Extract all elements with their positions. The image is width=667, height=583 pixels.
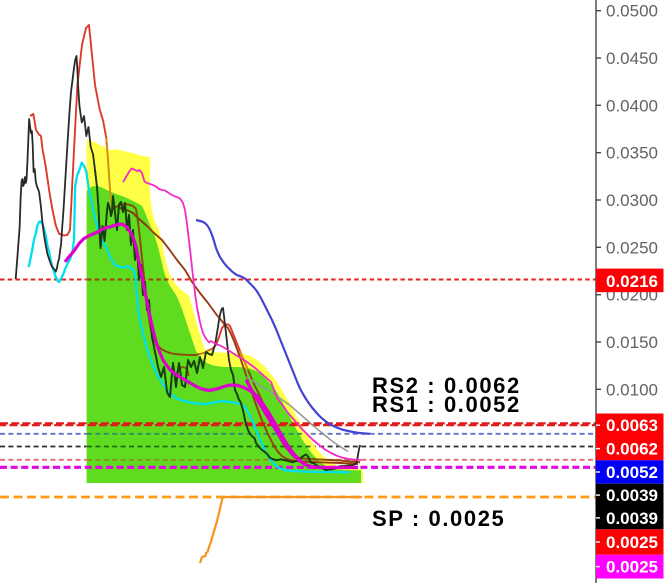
svg-text:0.0025: 0.0025 bbox=[606, 533, 658, 552]
svg-text:RS2 : 0.0062: RS2 : 0.0062 bbox=[372, 373, 521, 398]
svg-text:0.0300: 0.0300 bbox=[606, 191, 658, 210]
svg-text:0.0062: 0.0062 bbox=[606, 440, 658, 459]
svg-text:0.0250: 0.0250 bbox=[606, 238, 658, 257]
svg-text:0.0350: 0.0350 bbox=[606, 144, 658, 163]
svg-text:0.0500: 0.0500 bbox=[606, 2, 658, 21]
svg-text:0.0450: 0.0450 bbox=[606, 49, 658, 68]
svg-text:0.0052: 0.0052 bbox=[606, 463, 658, 482]
svg-text:RS1 : 0.0052: RS1 : 0.0052 bbox=[372, 392, 521, 417]
svg-text:SP : 0.0025: SP : 0.0025 bbox=[372, 506, 505, 531]
svg-text:0.0400: 0.0400 bbox=[606, 96, 658, 115]
svg-text:0.0025: 0.0025 bbox=[606, 558, 658, 577]
svg-text:0.0150: 0.0150 bbox=[606, 333, 658, 352]
svg-text:0.0039: 0.0039 bbox=[606, 509, 658, 528]
svg-text:0.0039: 0.0039 bbox=[606, 486, 658, 505]
svg-text:0.0063: 0.0063 bbox=[606, 416, 658, 435]
svg-text:0.0216: 0.0216 bbox=[606, 272, 658, 291]
svg-text:0.0100: 0.0100 bbox=[606, 380, 658, 399]
